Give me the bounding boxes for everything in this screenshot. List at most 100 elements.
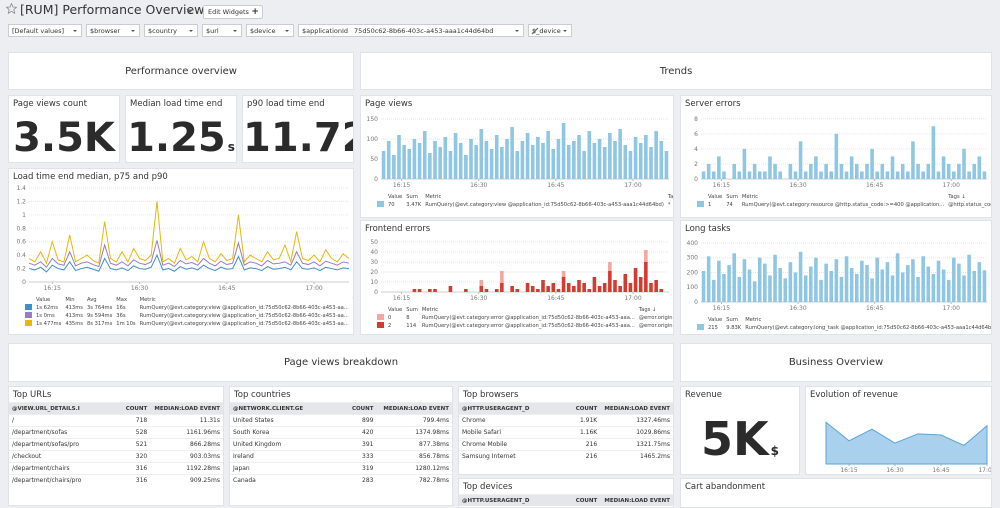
bar: [941, 269, 946, 302]
stat-value: 1.25 s: [126, 115, 236, 161]
bar: [931, 126, 936, 179]
bar: [798, 251, 803, 302]
bar: [417, 289, 422, 292]
table-cell: /department/sofas: [9, 426, 108, 439]
bar: [500, 271, 504, 283]
table-cell: 316: [107, 462, 151, 475]
bar: [752, 281, 757, 302]
bar: [613, 280, 617, 292]
bar: [742, 148, 747, 179]
table-widget: Top devices @HTTP.USERAGENT_D COUNT MEDIAN:…: [458, 478, 674, 508]
bar: [664, 151, 669, 179]
x-tick-label: 16:45: [218, 285, 235, 292]
chart-widget: Server errors 0 2 4 6 8 16:15 16:30 16:45 17:00 Va…: [680, 95, 992, 218]
bar: [582, 283, 586, 292]
bar: [525, 133, 530, 179]
bar: [711, 279, 716, 302]
column-header: @HTTP.USERAGENT_D: [459, 494, 558, 506]
column-header: MEDIAN:LOAD EVENT: [376, 402, 452, 415]
bar: [819, 171, 823, 179]
table-cell: 1327.46ms: [600, 414, 673, 427]
bar: [854, 273, 859, 302]
table-cell: Samsung Internet: [459, 450, 558, 462]
legend-column: Metric: [421, 307, 439, 313]
bar: [381, 151, 386, 179]
legend-cell: 2: [388, 323, 392, 329]
bar: [582, 151, 586, 179]
filter-pill[interactable]: $url: [202, 24, 242, 37]
legend-cell: @http.status_code:500: [948, 202, 991, 208]
y-tick-label: 150: [367, 116, 379, 123]
legend-column: Tags ↓: [948, 194, 966, 200]
edit-widgets-button[interactable]: Edit Widgets +: [203, 5, 263, 19]
section-header: Page views breakdown: [8, 343, 674, 382]
bar: [793, 171, 798, 179]
bar: [952, 257, 956, 302]
x-tick-label: 16:30: [789, 305, 806, 312]
bar: [880, 269, 885, 302]
edit-filter-icon[interactable]: [531, 27, 539, 35]
legend-cell: 1: [708, 202, 712, 208]
bar: [757, 171, 762, 179]
legend-cell: RumQuery(@evt.category:resource @http.st…: [741, 202, 945, 208]
column-header: @VIEW.URL_DETAILS.I: [9, 402, 108, 415]
table-row: South Korea 420 1374.98ms: [230, 426, 452, 439]
table-cell: 903.03ms: [150, 450, 223, 463]
table-cell: 420: [332, 426, 377, 439]
filter-pill[interactable]: [Default values]: [8, 24, 82, 37]
legend-cell: 413ms: [65, 305, 83, 311]
filter-pill[interactable]: $applicationId 75d50c62-8b66-403c-a453-aa…: [298, 24, 524, 37]
bar: [649, 147, 653, 179]
bar: [747, 269, 752, 302]
legend-row: 215 9.83K RumQuery(@evt.category:long_task…: [697, 324, 991, 332]
chart: 0 0.2 0.4 0.6 0.8 1 1.2 1.4 16:15 16:30 16:45 17:00: [16, 185, 350, 292]
legend-column: Tags ↓: [353, 296, 354, 304]
bar: [566, 283, 571, 292]
bar: [602, 283, 607, 292]
filter-pill[interactable]: $browser: [86, 24, 140, 37]
bar: [906, 171, 910, 179]
widget-title: Long tasks: [685, 224, 731, 234]
column-header: COUNT: [557, 402, 601, 415]
bar: [763, 171, 767, 179]
bar: [623, 274, 628, 292]
filter-name: [Default values]: [12, 27, 65, 35]
bar: [803, 275, 808, 302]
bar: [587, 289, 592, 292]
bar: [788, 163, 793, 179]
x-tick-label: 16:45: [547, 182, 564, 189]
title-caret[interactable]: [186, 8, 194, 14]
filter-pill[interactable]: $_device: [528, 24, 572, 37]
table-cell: /department/sofas/pro: [9, 438, 108, 451]
bar: [464, 155, 468, 179]
bar: [803, 171, 808, 179]
x-tick-label: 16:30: [886, 467, 903, 474]
bar: [957, 163, 961, 179]
y-tick-label: 0: [374, 289, 378, 296]
filter-pill[interactable]: $country: [144, 24, 198, 37]
widget: Cart abandonment: [680, 478, 992, 508]
bar: [659, 141, 664, 179]
legend-row: 2 114 RumQuery(@evt.category:error @applic…: [377, 322, 673, 330]
table-cell: 319: [332, 462, 377, 475]
bar: [644, 135, 648, 179]
swatch-cell: [25, 296, 36, 304]
legend-cell: 1m 10s: [116, 321, 136, 327]
bar: [788, 262, 793, 302]
bar: [428, 153, 432, 179]
y-tick-label: 100: [687, 284, 699, 291]
bar: [602, 147, 607, 179]
bar: [402, 145, 406, 179]
bar: [597, 139, 602, 179]
star-icon[interactable]: [6, 3, 17, 14]
swatch-cell: [697, 201, 708, 209]
widget-title: Page views: [365, 99, 413, 109]
filter-pill[interactable]: $device: [246, 24, 294, 37]
value: 11.72: [243, 115, 353, 161]
bar: [479, 286, 484, 292]
bar: [972, 163, 977, 179]
bar: [618, 129, 622, 179]
table-cell: Canada: [230, 474, 333, 486]
legend-cell: *: [353, 320, 354, 328]
